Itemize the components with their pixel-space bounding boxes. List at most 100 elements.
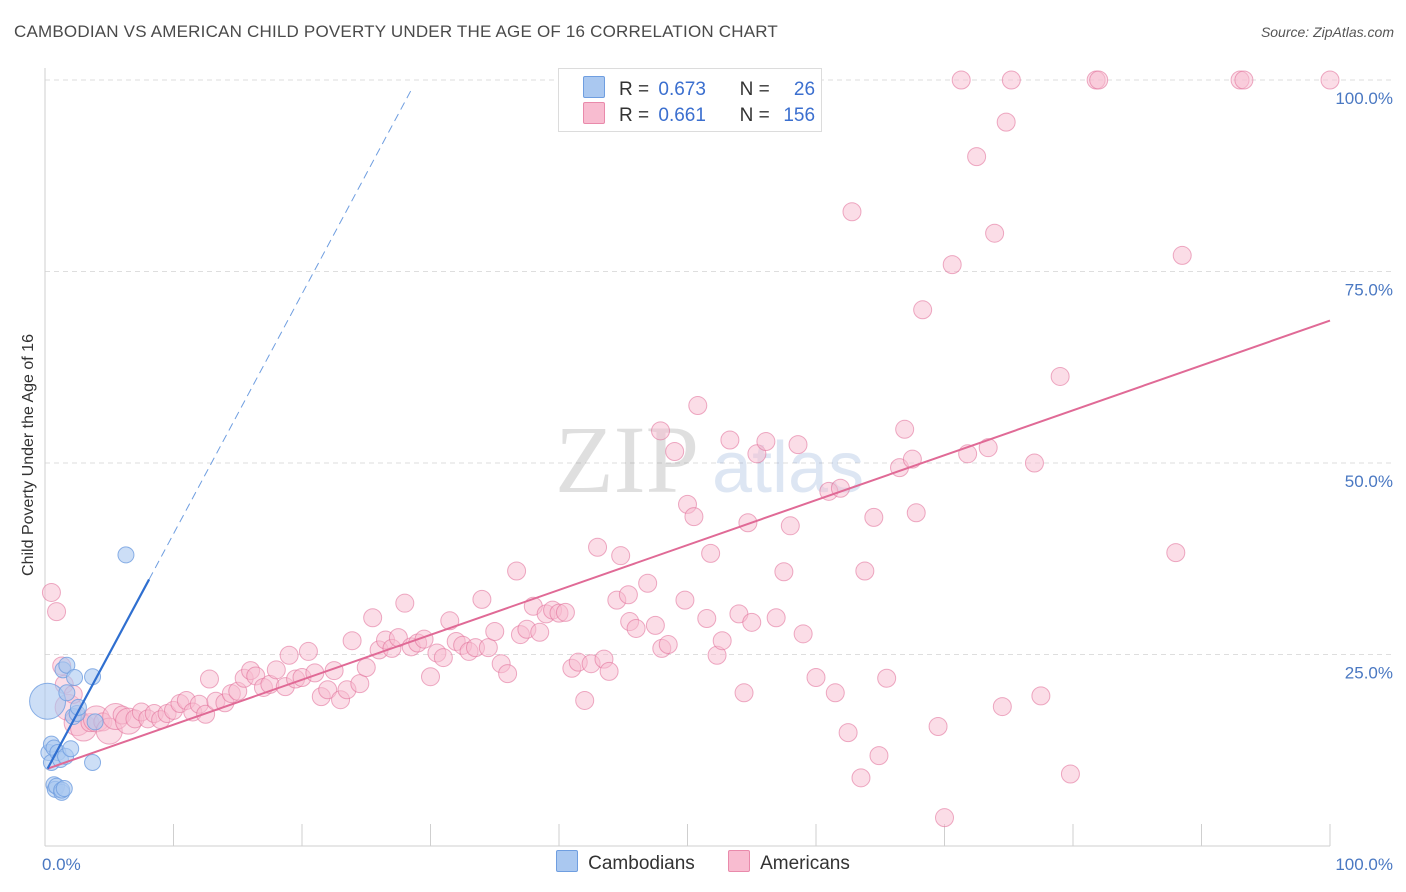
cambodians-r-value: 0.673	[658, 79, 706, 100]
americans-point	[895, 419, 915, 439]
americans-point	[793, 624, 813, 644]
cambodians-n-value: 26	[793, 79, 816, 100]
legend-item-americans[interactable]: Americans	[728, 850, 850, 875]
americans-point	[756, 432, 776, 452]
y-axis-label: Child Poverty Under the Age of 16	[20, 334, 37, 576]
chart-title: CAMBODIAN VS AMERICAN CHILD POVERTY UNDE…	[14, 22, 779, 41]
cambodians-point	[117, 546, 135, 564]
americans-point	[318, 680, 338, 700]
americans-point	[611, 546, 631, 566]
americans-point	[498, 664, 518, 684]
x-tick-labels: 0.0% 100.0%	[42, 855, 1393, 874]
americans-point	[913, 300, 933, 320]
cambodians-legend-swatch	[556, 850, 579, 872]
cambodians-point	[62, 740, 80, 758]
cambodians-trend-extension	[148, 89, 412, 580]
americans-point	[825, 683, 845, 703]
americans-n-value: 156	[783, 105, 816, 126]
cambodians-point	[55, 780, 73, 798]
americans-point	[555, 602, 575, 622]
americans-point	[684, 507, 704, 527]
americans-point	[1320, 70, 1340, 90]
americans-point	[838, 723, 858, 743]
americans-point	[266, 660, 286, 680]
americans-point	[877, 668, 897, 688]
americans-point	[626, 618, 646, 638]
trend-lines	[46, 89, 1331, 770]
americans-point	[645, 615, 665, 635]
americans-point	[41, 582, 61, 602]
americans-swatch	[583, 102, 605, 124]
americans-point	[842, 202, 862, 222]
x-tick-label-max: 100.0%	[1335, 855, 1393, 874]
americans-point	[951, 70, 971, 90]
americans-point	[651, 421, 671, 441]
cambodians-swatch	[583, 76, 605, 98]
americans-point	[935, 808, 954, 828]
americans-point	[806, 667, 826, 687]
americans-point	[1001, 70, 1021, 90]
cambodians-point	[84, 754, 102, 772]
americans-point	[967, 147, 987, 167]
americans-point	[1166, 543, 1186, 563]
americans-point	[734, 683, 754, 703]
americans-point	[788, 435, 808, 455]
americans-point	[665, 442, 685, 462]
r-label: R =	[619, 79, 650, 100]
americans-point	[478, 638, 498, 658]
cambodians-point	[29, 682, 67, 720]
y-tick-label: 75.0%	[1345, 281, 1393, 300]
source-credit: Source: ZipAtlas.com	[1260, 24, 1394, 40]
americans-point	[675, 590, 695, 610]
americans-trend-line	[47, 319, 1331, 770]
americans-point	[356, 658, 376, 678]
americans-point	[1089, 70, 1109, 90]
cambodians-point	[86, 713, 104, 731]
americans-point	[472, 589, 492, 609]
americans-point	[575, 690, 595, 710]
americans-point	[774, 562, 794, 582]
cambodians-point	[58, 656, 76, 674]
americans-point	[869, 746, 889, 766]
americans-point	[350, 674, 370, 694]
y-tick-label: 25.0%	[1345, 664, 1393, 683]
americans-point	[780, 516, 800, 536]
americans-point	[199, 669, 219, 689]
y-tick-label: 50.0%	[1345, 472, 1393, 491]
americans-point	[942, 255, 962, 275]
americans-legend-swatch	[728, 850, 751, 872]
americans-point	[720, 430, 740, 450]
americans-point	[855, 561, 875, 581]
legend-label-americans: Americans	[760, 853, 850, 874]
americans-point	[588, 537, 608, 557]
legend-row-americans: R = 0.661 N = 156	[583, 102, 815, 128]
legend-row-cambodians: R = 0.673 N = 26	[583, 76, 815, 102]
americans-point	[978, 438, 998, 458]
americans-point	[47, 602, 67, 622]
americans-point	[618, 585, 638, 605]
cambodians-point	[66, 668, 84, 686]
americans-point	[599, 661, 619, 681]
x-tick-label-min: 0.0%	[42, 855, 81, 874]
americans-point	[342, 631, 362, 651]
americans-point	[742, 612, 762, 632]
americans-point	[738, 513, 758, 533]
americans-point	[485, 622, 505, 642]
cambodians-point	[58, 684, 76, 702]
cambodians-point	[84, 668, 102, 686]
americans-point	[433, 648, 453, 668]
y-tick-label: 100.0%	[1335, 89, 1393, 108]
americans-point	[996, 112, 1016, 132]
americans-point	[1234, 70, 1254, 90]
americans-point	[1060, 764, 1080, 784]
americans-point	[507, 561, 527, 581]
americans-point	[298, 641, 318, 661]
n-label: N =	[739, 79, 770, 100]
americans-point	[638, 573, 658, 593]
americans-point	[766, 608, 786, 628]
legend-item-cambodians[interactable]: Cambodians	[556, 850, 695, 875]
americans-point	[851, 768, 871, 788]
americans-point	[985, 223, 1005, 243]
n-label: N =	[739, 105, 770, 126]
